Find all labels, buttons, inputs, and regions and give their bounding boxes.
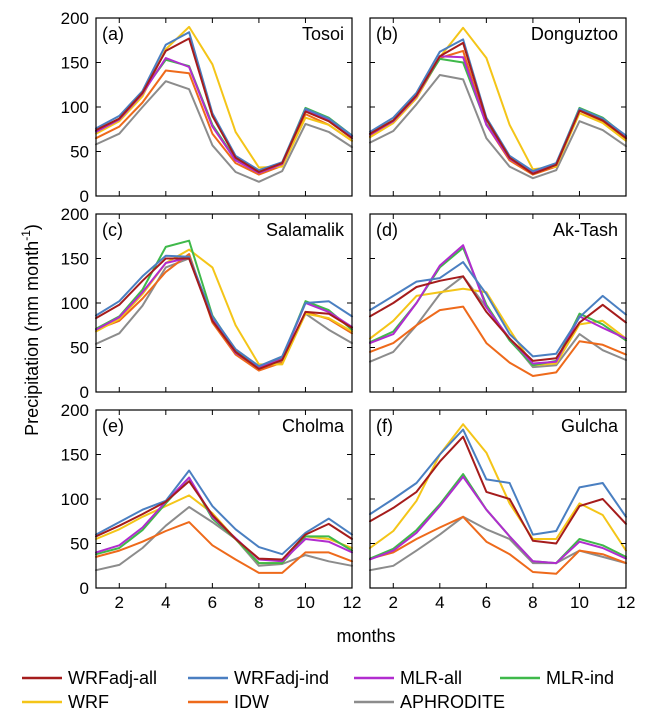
panel-cholma: 2 4 6 8 10 12 0 50 100 150 200 (e) Cholma xyxy=(61,401,362,612)
panel-letter: (d) xyxy=(376,220,398,240)
series-line-idw xyxy=(95,521,353,574)
panel-tosoi: 0 50 100 150 200 (a) Tosoi xyxy=(61,9,353,206)
panel-title: Cholma xyxy=(282,416,345,436)
y-tick-label: 200 xyxy=(61,205,89,224)
y-tick-label: 150 xyxy=(61,250,89,269)
x-tick-label: 12 xyxy=(617,593,636,612)
panel-letter: (b) xyxy=(376,24,398,44)
legend-item-wrf: WRF xyxy=(22,692,109,712)
panel-background xyxy=(96,18,352,196)
y-tick-label: 0 xyxy=(80,383,89,402)
panel-title: Tosoi xyxy=(302,24,344,44)
series-line-aphrodite xyxy=(95,80,353,183)
legend-label: IDW xyxy=(234,692,269,712)
y-tick-label: 0 xyxy=(80,187,89,206)
panel-background xyxy=(370,18,626,196)
series-line-wrfadj-ind xyxy=(95,31,353,172)
series-line-wrf xyxy=(369,287,627,367)
x-tick-label: 4 xyxy=(161,593,170,612)
y-tick-label: 50 xyxy=(70,535,89,554)
series-line-wrfadj-ind xyxy=(95,469,353,556)
series-line-aphrodite xyxy=(369,74,627,180)
x-tick-label: 8 xyxy=(254,593,263,612)
series-line-wrf xyxy=(369,26,627,171)
legend-item-idw: IDW xyxy=(188,692,269,712)
legend-label: WRFadj-all xyxy=(68,668,157,688)
series-line-idw xyxy=(369,515,627,575)
y-tick-label: 150 xyxy=(61,54,89,73)
legend-item-wrfadj-ind: WRFadj-ind xyxy=(188,668,329,688)
panel-title: Salamalik xyxy=(266,220,345,240)
panel-letter: (a) xyxy=(102,24,124,44)
series-line-idw xyxy=(95,69,353,176)
panel-salamalik: 0 50 100 150 200 (c) Salamalik xyxy=(61,205,353,402)
series-line-wrf xyxy=(95,248,353,366)
y-axis-title-superscript: -1 xyxy=(19,230,33,241)
series-line-wrfadj-all xyxy=(95,480,353,561)
series-line-mlr-all xyxy=(369,475,627,565)
x-tick-label: 2 xyxy=(115,593,124,612)
legend-item-mlr-ind: MLR-ind xyxy=(500,668,614,688)
x-tick-label: 12 xyxy=(343,593,362,612)
y-axis-title: Precipitation (mm month-1) xyxy=(19,224,42,436)
legend-label: MLR-ind xyxy=(546,668,614,688)
x-tick-label: 8 xyxy=(528,593,537,612)
legend-item-mlr-all: MLR-all xyxy=(354,668,462,688)
x-tick-label: 6 xyxy=(482,593,491,612)
legend: WRFadj-all WRFadj-ind MLR-all MLR-ind WRF IDW… xyxy=(22,668,614,712)
legend-label: MLR-all xyxy=(400,668,462,688)
series-line-idw xyxy=(369,305,627,377)
panel-background xyxy=(370,410,626,588)
x-tick-label: 10 xyxy=(570,593,589,612)
y-tick-label: 100 xyxy=(61,98,89,117)
x-tick-label: 10 xyxy=(296,593,315,612)
panel-letter: (f) xyxy=(376,416,393,436)
panel-gulcha: 2 4 6 8 10 12 (f) Gulcha xyxy=(369,409,636,612)
panel-background xyxy=(370,214,626,392)
legend-item-wrfadj-all: WRFadj-all xyxy=(22,668,157,688)
x-tick-label: 2 xyxy=(389,593,398,612)
panel-letter: (e) xyxy=(102,416,124,436)
x-axis-title: months xyxy=(336,626,395,646)
legend-item-aphrodite: APHRODITE xyxy=(354,692,505,712)
panel-background xyxy=(96,410,352,588)
y-tick-label: 100 xyxy=(61,490,89,509)
y-tick-label: 50 xyxy=(70,339,89,358)
y-tick-label: 200 xyxy=(61,9,89,28)
panel-title: Ak-Tash xyxy=(553,220,618,240)
series-line-wrfadj-all xyxy=(95,257,353,370)
panel-ak-tash: (d) Ak-Tash xyxy=(369,213,627,393)
y-tick-label: 50 xyxy=(70,143,89,162)
series-line-wrfadj-all xyxy=(369,41,627,175)
legend-label: APHRODITE xyxy=(400,692,505,712)
y-tick-label: 0 xyxy=(80,579,89,598)
series-line-wrfadj-ind xyxy=(369,261,627,358)
series-line-wrfadj-all xyxy=(369,275,627,362)
panel-letter: (c) xyxy=(102,220,123,240)
series-line-wrfadj-all xyxy=(369,435,627,545)
series-line-wrfadj-all xyxy=(95,37,353,173)
legend-label: WRFadj-ind xyxy=(234,668,329,688)
series-line-aphrodite xyxy=(95,506,353,572)
y-tick-label: 100 xyxy=(61,294,89,313)
series-line-wrfadj-ind xyxy=(369,428,627,536)
panel-title: Gulcha xyxy=(561,416,619,436)
x-tick-label: 4 xyxy=(435,593,444,612)
series-line-wrf xyxy=(95,25,353,169)
series-line-wrfadj-ind xyxy=(95,254,353,368)
legend-label: WRF xyxy=(68,692,109,712)
y-tick-label: 150 xyxy=(61,446,89,465)
panel-title: Donguztoo xyxy=(531,24,618,44)
panel-donguztoo: (b) Donguztoo xyxy=(369,17,627,197)
series-line-mlr-all xyxy=(369,244,627,365)
y-tick-label: 200 xyxy=(61,401,89,420)
x-tick-label: 6 xyxy=(208,593,217,612)
